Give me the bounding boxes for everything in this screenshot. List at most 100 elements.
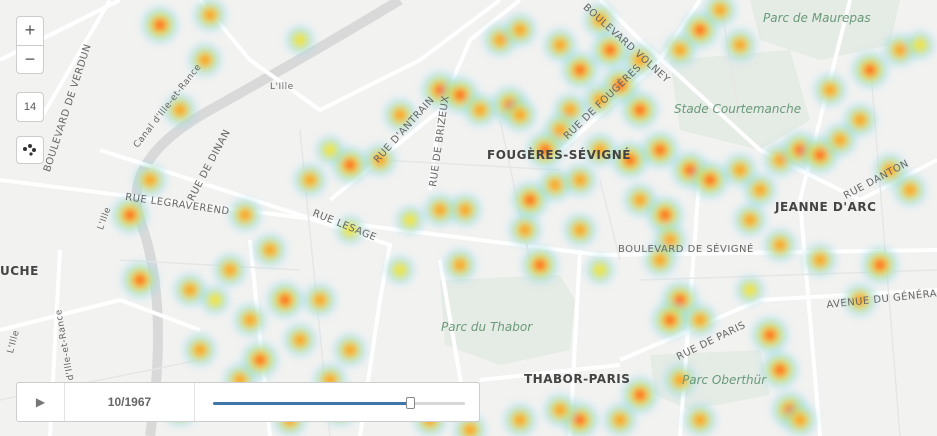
heat-spot (494, 34, 506, 46)
heat-spot (824, 84, 836, 96)
heat-spot (734, 164, 746, 176)
heat-spot (525, 195, 535, 205)
heat-spot (224, 264, 236, 276)
heat-spot (635, 105, 645, 115)
time-slider[interactable] (195, 383, 479, 421)
heat-spot (304, 174, 316, 186)
heat-spot (474, 104, 486, 116)
heat-spot (834, 134, 846, 146)
heat-spot (694, 414, 706, 426)
heat-spot (374, 154, 386, 166)
heat-spot (734, 39, 746, 51)
heat-spot (625, 155, 635, 165)
heat-spot (574, 174, 586, 186)
heat-spot (394, 109, 406, 121)
heat-spot (393, 263, 407, 277)
zoom-in-button[interactable]: + (17, 17, 43, 45)
heat-spot (293, 33, 307, 47)
play-button[interactable]: ▶ (17, 383, 65, 421)
heat-spot (459, 204, 471, 216)
heat-spot (865, 65, 875, 75)
zoom-out-button[interactable]: − (17, 45, 43, 73)
heat-layer (112, 0, 934, 436)
heat-spot (774, 239, 786, 251)
park-label: Parc Oberthür (682, 373, 767, 387)
heat-spot (665, 315, 675, 325)
heat-spot (904, 184, 916, 196)
heat-spot (875, 260, 885, 270)
heat-spot (204, 9, 216, 21)
district-label: UCHE (0, 264, 39, 278)
heat-spot (519, 224, 531, 236)
heat-spot (464, 424, 476, 436)
heat-spot (685, 165, 695, 175)
heat-spot (815, 150, 825, 160)
heat-spot (403, 213, 417, 227)
heat-spot (535, 260, 545, 270)
heat-spot (549, 179, 561, 191)
frame-counter: 10/1967 (65, 383, 195, 421)
slider-handle[interactable] (405, 397, 415, 409)
heat-spot (514, 414, 526, 426)
park-label: Stade Courtemanche (674, 102, 802, 116)
minus-icon: − (24, 49, 36, 69)
heat-spot (155, 20, 165, 30)
heat-spot (884, 164, 896, 176)
heat-spot (345, 160, 355, 170)
heat-spot (774, 154, 786, 166)
heat-spot (714, 4, 726, 16)
park-label: Parc du Thabor (441, 320, 533, 334)
heat-spot (794, 414, 806, 426)
street-label: BOULEVARD DE SÉVIGNÉ (618, 244, 754, 255)
zoom-control: + − (16, 16, 44, 74)
heat-spot (775, 365, 785, 375)
heat-spot (184, 284, 196, 296)
heat-spot (615, 80, 625, 90)
district-label: THABOR-PARIS (524, 372, 631, 386)
heat-spot (323, 143, 337, 157)
heat-spot (594, 14, 606, 26)
heat-spot (174, 104, 186, 116)
park-label: Parc de Maurepas (763, 11, 871, 25)
heat-spot (125, 210, 135, 220)
heat-spot (343, 223, 357, 237)
street-label: L'Ille (270, 82, 294, 92)
district-label: FOUGÈRES-SÉVIGNÉ (487, 148, 631, 162)
heat-spot (208, 293, 222, 307)
heat-spot (455, 90, 465, 100)
heat-spot (594, 94, 606, 106)
heat-spot (913, 38, 927, 52)
heat-spot (655, 145, 665, 155)
heat-spot (614, 414, 626, 426)
heat-spot (239, 209, 251, 221)
heat-spot (744, 214, 756, 226)
heat-spot (194, 344, 206, 356)
heat-spot (814, 254, 826, 266)
heat-spot (575, 65, 585, 75)
heat-spot (554, 124, 566, 136)
heat-spot (694, 314, 706, 326)
heat-spot (344, 344, 356, 356)
plus-icon: + (24, 20, 36, 40)
zoom-level-indicator: 14 (16, 92, 44, 122)
heat-spot (754, 184, 766, 196)
locate-button[interactable] (16, 136, 44, 164)
district-label: JEANNE D'ARC (775, 200, 877, 214)
heat-spot (854, 294, 866, 306)
time-player: ▶ 10/1967 (16, 382, 480, 422)
heat-spot (765, 330, 775, 340)
slider-track[interactable] (213, 397, 465, 409)
heat-spot (743, 283, 757, 297)
heat-spot (664, 234, 676, 246)
heat-spot (854, 114, 866, 126)
heat-spot (434, 204, 446, 216)
heat-spot (264, 244, 276, 256)
heat-spot (674, 374, 686, 386)
heat-spot (135, 275, 145, 285)
heat-spot (454, 259, 466, 271)
heat-spot (255, 355, 265, 365)
heat-spot (675, 295, 685, 305)
heat-spot (593, 263, 607, 277)
